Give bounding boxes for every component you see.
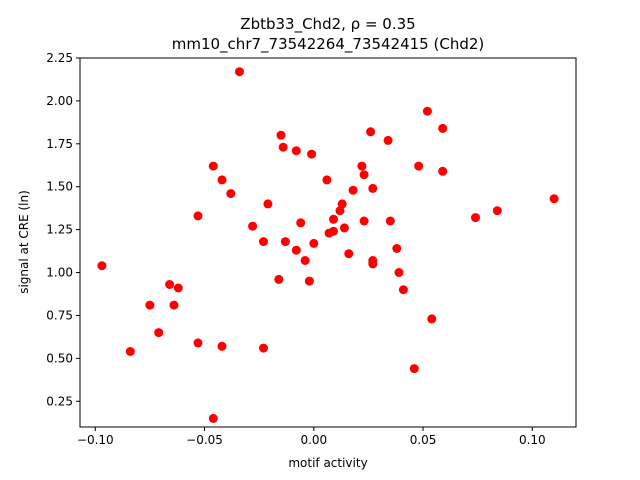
data-point: [193, 338, 203, 348]
data-point: [97, 261, 107, 271]
data-point: [309, 238, 319, 248]
y-tick-label: 2.00: [46, 94, 73, 108]
data-point: [357, 161, 367, 171]
data-point: [438, 166, 448, 176]
x-axis-label: motif activity: [288, 456, 367, 470]
data-point: [549, 194, 559, 204]
x-tick-label: −0.05: [186, 433, 223, 447]
data-point: [278, 142, 288, 152]
data-point: [300, 256, 310, 265]
data-points: [97, 67, 559, 423]
data-point: [339, 223, 349, 233]
data-point: [471, 213, 480, 223]
data-point: [217, 341, 227, 351]
data-point: [366, 127, 376, 137]
data-point: [409, 364, 419, 374]
chart-title-line1: Zbtb33_Chd2, ρ = 0.35: [240, 15, 415, 34]
data-point: [193, 211, 203, 221]
data-point: [368, 259, 378, 269]
y-tick-label: 1.50: [46, 180, 73, 194]
data-point: [422, 106, 432, 116]
data-point: [125, 347, 135, 356]
chart-title-line2: mm10_chr7_73542264_73542415 (Chd2): [172, 35, 485, 54]
data-point: [359, 216, 369, 226]
data-point: [259, 237, 268, 247]
data-point: [154, 328, 164, 338]
data-point: [383, 135, 393, 145]
data-point: [208, 413, 218, 423]
data-point: [348, 185, 358, 195]
y-tick-label: 2.25: [46, 51, 73, 65]
data-point: [392, 244, 402, 253]
data-point: [492, 206, 502, 216]
x-tick-label: 0.05: [410, 433, 437, 447]
data-point: [438, 123, 448, 133]
plot-frame: [79, 57, 577, 428]
data-point: [329, 226, 338, 236]
y-tick-label: 0.25: [46, 394, 73, 408]
data-point: [291, 245, 301, 255]
data-point: [169, 300, 179, 310]
y-tick-label: 0.50: [46, 351, 73, 365]
y-tick-label: 0.75: [46, 308, 73, 322]
data-point: [280, 237, 290, 247]
x-tick-label: 0.10: [519, 433, 546, 447]
x-tick-label: −0.10: [77, 433, 114, 447]
data-point: [263, 199, 273, 209]
data-point: [304, 276, 314, 286]
data-point: [235, 67, 244, 77]
y-tick-label: 1.75: [46, 137, 73, 151]
y-tick-label: 1.00: [46, 266, 73, 280]
data-point: [307, 149, 317, 159]
x-axis-ticks: −0.10 −0.05 0.00 0.05 0.10: [77, 427, 546, 447]
data-point: [296, 218, 306, 228]
data-point: [368, 183, 378, 193]
data-point: [226, 189, 236, 199]
data-point: [414, 161, 424, 171]
data-point: [145, 300, 155, 310]
data-point: [398, 285, 408, 295]
data-point: [208, 161, 218, 171]
y-axis-ticks: 0.25 0.50 0.75 1.00 1.25 1.50 1.75 2.00 2.25: [46, 51, 80, 408]
data-point: [217, 175, 227, 185]
x-tick-label: 0.00: [300, 433, 327, 447]
data-point: [344, 249, 354, 259]
data-point: [394, 268, 404, 277]
data-point: [322, 175, 332, 185]
data-point: [165, 280, 175, 289]
data-point: [274, 274, 284, 284]
data-point: [259, 343, 268, 353]
data-point: [335, 206, 345, 216]
data-point: [291, 146, 301, 156]
data-point: [248, 221, 258, 231]
data-point: [329, 214, 338, 224]
data-point: [385, 216, 395, 226]
data-point: [337, 199, 347, 209]
y-tick-label: 1.25: [46, 223, 73, 237]
y-axis-label: signal at CRE (ln): [17, 190, 31, 294]
data-point: [427, 314, 437, 324]
data-point: [173, 283, 183, 293]
data-point: [359, 170, 369, 180]
data-point: [276, 130, 286, 140]
